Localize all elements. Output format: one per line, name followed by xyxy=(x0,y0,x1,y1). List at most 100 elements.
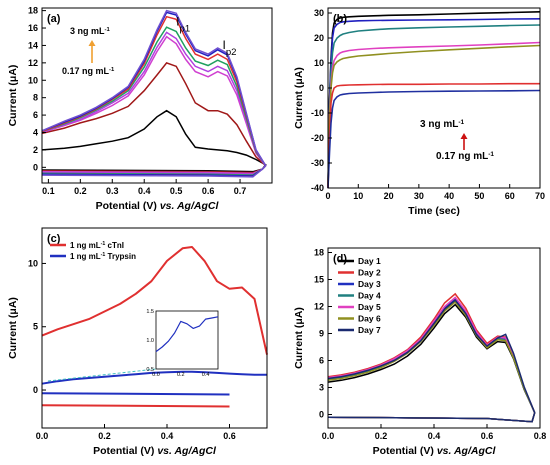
a-high-conc-label-sup: -1 xyxy=(105,27,111,33)
c-ylabel: Current (μA) xyxy=(7,297,19,359)
series-c-1 xyxy=(41,370,267,385)
a-peak2-label-main: I xyxy=(222,38,225,52)
c-inset-xtick: 0.4 xyxy=(202,372,210,378)
a-ytick-label: 16 xyxy=(28,23,38,33)
c-legend-label-0-suffix: cTnI xyxy=(105,241,124,250)
c-ytick-label: 10 xyxy=(28,258,38,268)
d-xtick-label: 0.0 xyxy=(322,431,335,441)
a-low-conc-label-main: 0.17 ng mL xyxy=(62,66,110,76)
a-frame xyxy=(41,7,273,184)
c-inset-xtick: 0.2 xyxy=(177,372,185,378)
a-peak1-label: Ip1 xyxy=(176,14,190,33)
c-legend-label-1-main: 1 ng mL xyxy=(70,252,101,261)
series-b-1 xyxy=(327,18,541,189)
a-xlabel: Potential (V) vs. Ag/AgCl xyxy=(96,200,220,212)
series-b-5 xyxy=(327,82,540,189)
a-low-conc-label: 0.17 ng mL-1 xyxy=(62,66,115,76)
b-ytick-label: 10 xyxy=(314,58,324,68)
panel-a: 0.1 0.2 0.3 0.4 0.5 0.6 0.7 0 2 4 6 8 10 12 14 16 18 Pote… xyxy=(7,6,273,212)
d-xlabel-main: Potential (V) xyxy=(373,445,434,457)
b-panel-label: (b) xyxy=(333,13,347,25)
d-ytick-label: 12 xyxy=(314,302,324,312)
c-xlabel-suffix: vs. Ag/AgCl xyxy=(154,445,217,457)
d-xtick-label: 0.2 xyxy=(375,431,388,441)
panel-b: 0 10 20 30 40 50 60 70 -40 -30 -20 -10 0 10 20 30 Time (… xyxy=(293,7,545,217)
series-c-1-reverse xyxy=(41,392,230,396)
a-ylabel: Current (μA) xyxy=(7,65,19,127)
c-legend-label-1-sup: -1 xyxy=(101,252,106,258)
series-b-3 xyxy=(327,41,541,189)
a-ytick-label: 12 xyxy=(28,58,38,68)
c-xtick-label: 0.4 xyxy=(161,431,174,441)
a-ytick-label: 8 xyxy=(33,93,38,103)
d-ytick-label: 0 xyxy=(319,410,324,420)
b-xtick-label: 40 xyxy=(444,191,454,201)
a-xtick-label: 0.4 xyxy=(138,186,151,196)
b-high-conc-label: 3 ng mL-1 xyxy=(420,119,465,131)
b-xtick-label: 20 xyxy=(384,191,394,201)
b-ytick-label: -10 xyxy=(311,108,324,118)
c-ytick-label: 0 xyxy=(33,385,38,395)
a-ytick-label: 2 xyxy=(33,145,38,155)
c-xlabel-main: Potential (V) xyxy=(93,445,154,457)
b-ytick-label: 0 xyxy=(319,83,324,93)
b-xtick-label: 30 xyxy=(414,191,424,201)
a-arrow-head xyxy=(88,40,96,46)
a-xtick-label: 0.6 xyxy=(202,186,215,196)
series-a-7 xyxy=(42,9,267,178)
c-legend-label-0-sup: -1 xyxy=(101,241,106,247)
series-b-2 xyxy=(327,24,541,189)
b-frame xyxy=(327,7,541,189)
a-xtick-label: 0.2 xyxy=(74,186,87,196)
a-ytick-label: 4 xyxy=(33,128,38,138)
d-ytick-label: 6 xyxy=(319,356,324,366)
c-panel-label: (c) xyxy=(47,233,61,245)
a-peak2-label-sub: p2 xyxy=(226,46,237,57)
b-high-conc-label-sup: -1 xyxy=(458,119,464,126)
b-ylabel: Current (μA) xyxy=(293,67,305,129)
a-peak2-label: Ip2 xyxy=(222,38,236,58)
series-b-4 xyxy=(327,44,541,189)
c-legend-label-0-main: 1 ng mL xyxy=(70,241,101,250)
c-legend-label-1-suffix: Trypsin xyxy=(105,252,136,261)
d-legend-label-6: Day 7 xyxy=(358,325,381,335)
a-xtick-label: 0.5 xyxy=(170,186,183,196)
c-inset-connector xyxy=(47,368,157,382)
c-legend-label-1: 1 ng mL-1 Trypsin xyxy=(70,252,136,261)
series-d-6 xyxy=(327,299,536,423)
b-low-conc-label-sup: -1 xyxy=(488,151,494,158)
d-legend-label-3: Day 4 xyxy=(358,291,381,301)
b-ytick-label: -20 xyxy=(311,133,324,143)
d-xlabel: Potential (V) vs. Ag/AgCl xyxy=(373,445,497,457)
c-inset-xtick: 0.0 xyxy=(152,372,160,378)
d-legend-label-4: Day 5 xyxy=(358,302,381,312)
b-xlabel-main: Time (sec) xyxy=(408,205,460,217)
c-inset-ytick: 1.0 xyxy=(146,338,154,344)
b-low-conc-label: 0.17 ng mL-1 xyxy=(436,151,494,163)
b-ytick-label: -30 xyxy=(311,158,324,168)
b-xtick-label: 50 xyxy=(474,191,484,201)
a-peak1-label-main: I xyxy=(176,14,179,28)
b-xlabel: Time (sec) xyxy=(408,205,460,217)
panel-d: 0.0 0.2 0.4 0.6 0.8 0 3 6 9 12 15 18 Potential (V) v… xyxy=(293,247,546,457)
b-xtick-label: 10 xyxy=(353,191,363,201)
b-xtick-label: 60 xyxy=(505,191,515,201)
d-panel-label: (d) xyxy=(333,253,347,265)
d-ylabel: Current (μA) xyxy=(293,307,305,369)
b-arrow-head xyxy=(460,133,468,139)
c-frame xyxy=(41,227,268,429)
d-legend-label-2: Day 3 xyxy=(358,279,381,289)
c-legend-label-0: 1 ng mL-1 cTnI xyxy=(70,241,124,250)
panel-a-plot-area xyxy=(42,9,267,178)
c-xtick-label: 0.2 xyxy=(98,431,111,441)
d-ytick-label: 3 xyxy=(319,383,324,393)
a-xtick-label: 0.3 xyxy=(106,186,119,196)
b-ytick-label: 30 xyxy=(314,8,324,18)
a-ytick-label: 0 xyxy=(33,162,38,172)
series-b-6 xyxy=(327,89,541,189)
d-xtick-label: 0.6 xyxy=(481,431,494,441)
panel-c: 0.0 0.2 0.4 0.5 1.0 1.5 0.0 0.2 0.4 0.6 0 5 10 Potent… xyxy=(7,227,268,457)
b-low-conc-label-main: 0.17 ng mL xyxy=(436,151,488,162)
a-panel-label: (a) xyxy=(47,13,61,25)
series-c-0-reverse xyxy=(41,404,230,408)
